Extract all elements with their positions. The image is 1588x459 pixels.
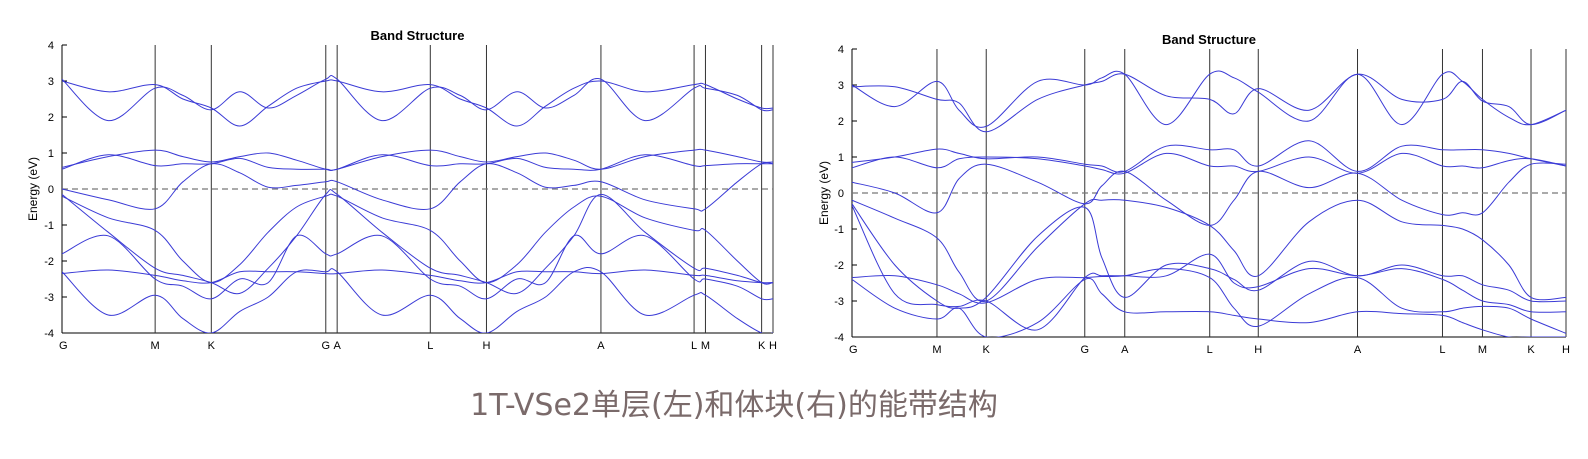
kpoint-label: K <box>758 340 766 352</box>
band-line-3 <box>62 148 773 172</box>
kpoint-label: L <box>1439 344 1445 356</box>
y-tick-label: -4 <box>44 328 54 340</box>
kpoint-label: L <box>691 340 697 352</box>
y-tick-label: 1 <box>48 148 54 160</box>
kpoint-label: A <box>597 340 605 352</box>
band-line-3 <box>852 140 1566 173</box>
band-line-7 <box>852 203 1566 309</box>
kpoint-label: L <box>1207 344 1213 356</box>
figure-caption: 1T-VSe2单层(左)和体块(右)的能带结构 <box>470 388 998 423</box>
y-tick-label: 4 <box>838 44 844 56</box>
band-line-5 <box>852 162 1566 226</box>
band-line-6 <box>852 198 1566 302</box>
kpoint-label: M <box>701 340 710 352</box>
y-axis-label: Energy (eV) <box>26 157 40 221</box>
kpoint-label: M <box>151 340 160 352</box>
kpoint-label: K <box>983 344 991 356</box>
band-line-4 <box>62 154 773 171</box>
band-line-6 <box>62 193 773 285</box>
band-line-5 <box>62 161 773 212</box>
kpoint-label: G <box>1080 344 1089 356</box>
y-tick-label: 2 <box>48 112 54 124</box>
band-line-4 <box>852 152 1566 175</box>
chart-title: Band Structure <box>1162 32 1256 47</box>
bands <box>62 74 773 333</box>
kpoint-label: L <box>427 340 433 352</box>
y-tick-label: 2 <box>838 116 844 128</box>
band-line-9 <box>62 269 773 284</box>
y-tick-label: -3 <box>44 292 54 304</box>
band-line-8 <box>62 234 773 301</box>
kpoint-label: G <box>59 340 68 352</box>
y-tick-label: 3 <box>48 76 54 88</box>
band-line-1 <box>62 74 773 122</box>
band-chart-2: Band Structure Energy (eV) 4 3 2 1 0 -1 -2 -3 -4 G M… <box>817 32 1570 356</box>
kpoint-label: H <box>1562 344 1570 356</box>
y-tick-label: 3 <box>838 80 844 92</box>
y-tick-label: 0 <box>838 188 844 200</box>
bands <box>852 70 1566 337</box>
y-tick-label: 1 <box>838 152 844 164</box>
y-tick-label: -2 <box>834 260 844 272</box>
y-axis-label: Energy (eV) <box>817 161 831 225</box>
kpoint-label: K <box>208 340 216 352</box>
band-line-7 <box>62 188 773 295</box>
y-tick-label: -4 <box>834 332 844 344</box>
y-tick-label: -1 <box>834 224 844 236</box>
band-chart-1: Band Structure Energy (eV) 4 3 2 1 0 -1 -2 -3 -4 G M… <box>26 28 777 352</box>
band-line-8 <box>852 205 1566 331</box>
y-tick-label: -3 <box>834 296 844 308</box>
kpoint-label: H <box>769 340 777 352</box>
band-line-2 <box>852 73 1566 133</box>
kpoint-label: M <box>1478 344 1487 356</box>
band-line-10 <box>62 267 773 333</box>
chart-title: Band Structure <box>371 28 465 43</box>
kpoint-label: H <box>1254 344 1262 356</box>
kpoint-label: G <box>849 344 858 356</box>
y-tick-label: 4 <box>48 40 54 52</box>
y-tick-label: -2 <box>44 256 54 268</box>
kpoint-label: A <box>333 340 341 352</box>
y-tick-label: -1 <box>44 220 54 232</box>
kpoint-label: A <box>1354 344 1362 356</box>
band-line-10 <box>852 277 1566 337</box>
kpoint-label: K <box>1527 344 1535 356</box>
band-line-9 <box>852 268 1566 334</box>
kpoint-label: A <box>1121 344 1129 356</box>
kpoint-label: G <box>321 340 330 352</box>
y-tick-label: 0 <box>48 184 54 196</box>
kpoint-label: H <box>482 340 490 352</box>
kpoint-label: M <box>932 344 941 356</box>
band-line-2 <box>62 79 773 127</box>
